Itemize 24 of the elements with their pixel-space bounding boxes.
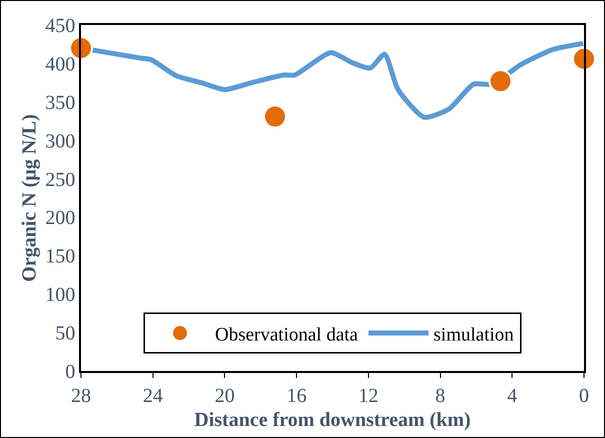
x-tick-label: 16 [286,384,307,407]
y-tick-label: 450 [45,15,76,37]
x-tick-label: 0 [579,384,589,407]
y-tick-label: 400 [45,53,76,76]
y-tick-label: 50 [55,322,76,345]
y-tick-label: 200 [45,207,76,230]
y-tick-label: 0 [65,361,76,383]
legend-label: simulation [434,324,514,346]
y-tick-label: 350 [45,92,76,114]
x-tick-label: 8 [435,384,446,407]
y-tick-label: 250 [45,168,76,191]
point [572,46,596,71]
x-tick-label: 28 [71,384,91,407]
x-axis-title: Distance from downstream (km) [194,408,471,431]
x-tick-label: 12 [358,384,378,407]
x-tick-label: 20 [214,384,235,407]
point [488,69,512,94]
y-tick-label: 150 [45,246,76,268]
x-tick-label: 4 [507,384,518,407]
y-tick-label: 300 [45,130,76,152]
y-axis-title: Organic N (µg N/L) [18,114,40,282]
y-tick-label: 100 [45,284,76,306]
x-tick-label: 24 [142,384,163,407]
legend-label: Observational data [215,324,359,346]
